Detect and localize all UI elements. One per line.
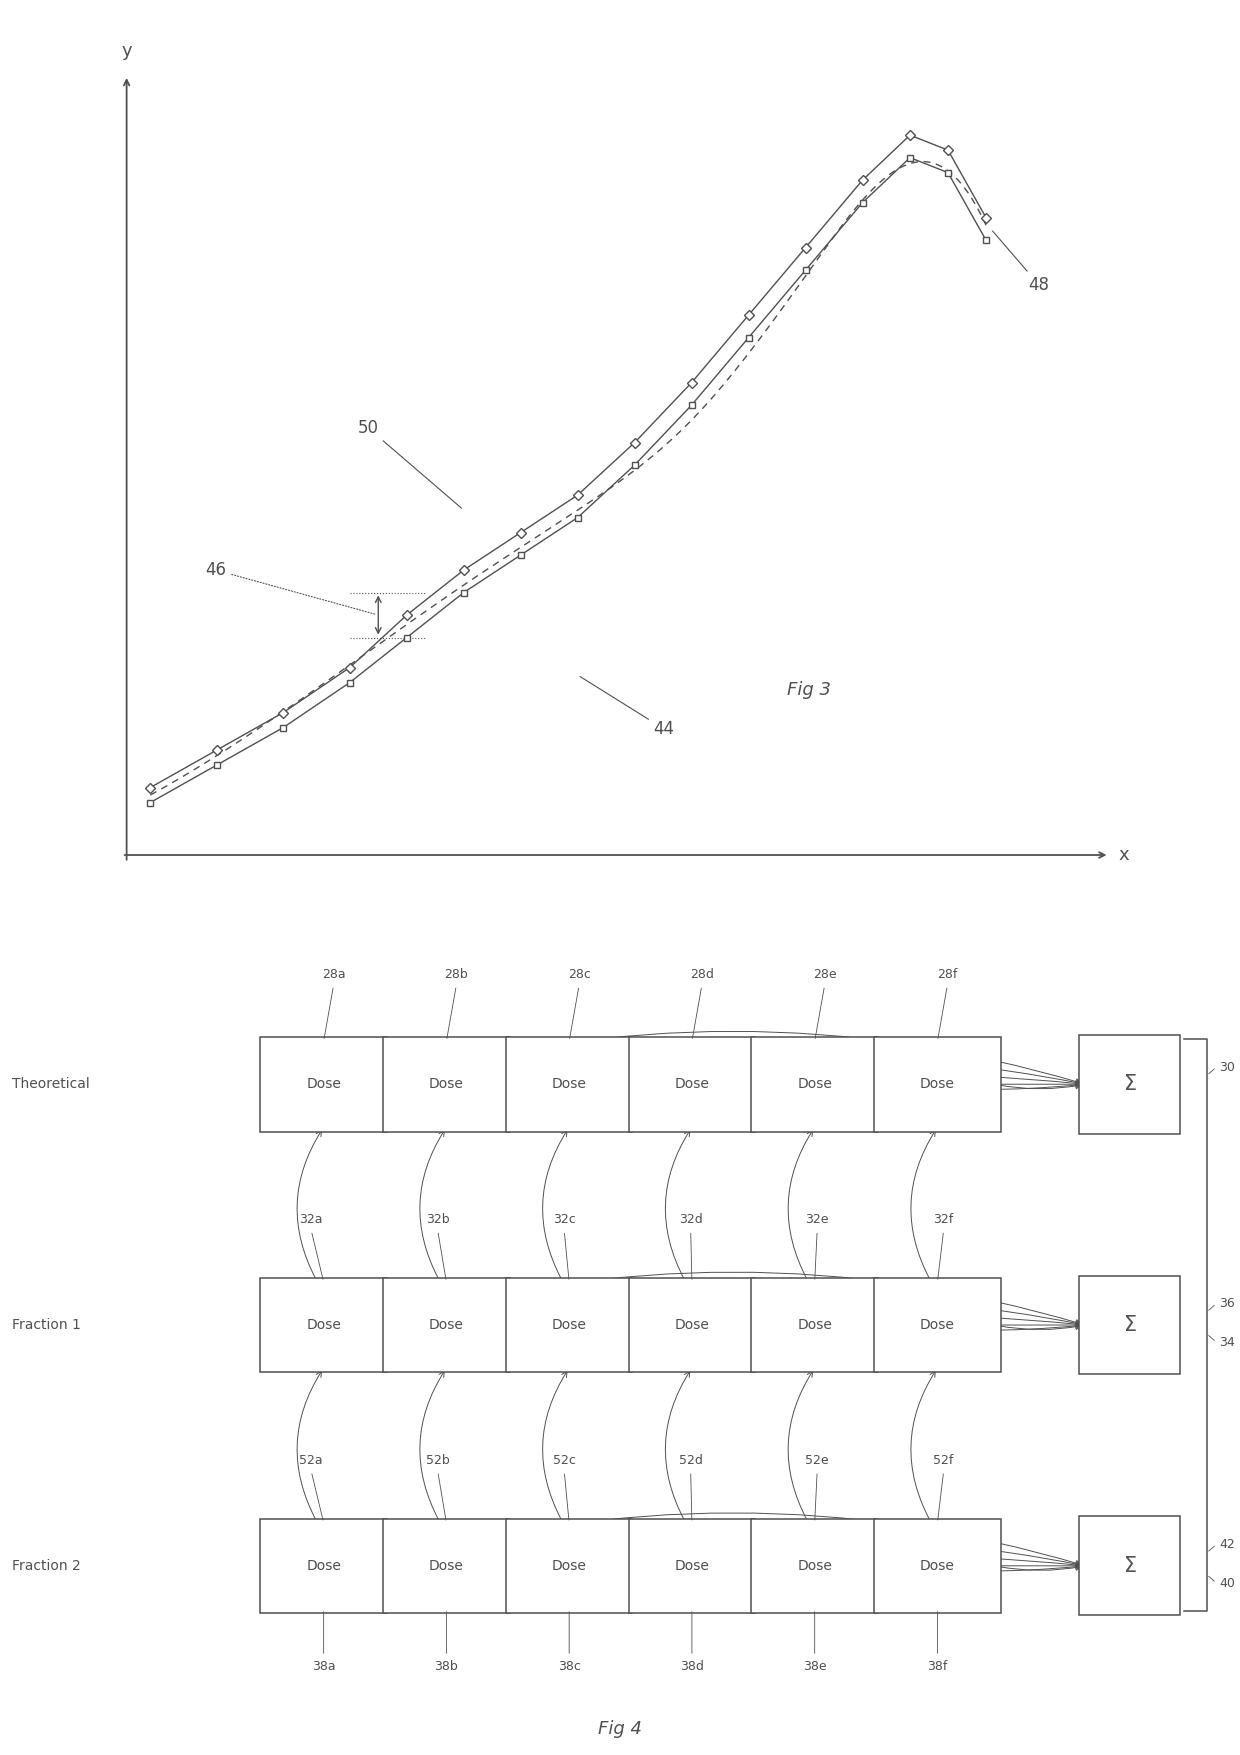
FancyBboxPatch shape [751, 1037, 878, 1132]
Text: Dose: Dose [552, 1318, 587, 1332]
Text: 52d: 52d [678, 1453, 703, 1467]
Text: Dose: Dose [429, 1558, 464, 1572]
Text: Dose: Dose [675, 1078, 709, 1092]
Text: 38e: 38e [802, 1660, 827, 1674]
Text: 38f: 38f [928, 1660, 947, 1674]
Text: Dose: Dose [797, 1318, 832, 1332]
Text: Dose: Dose [306, 1078, 341, 1092]
Text: 50: 50 [357, 419, 461, 509]
Text: Fraction 1: Fraction 1 [12, 1318, 82, 1332]
Text: 42: 42 [1219, 1537, 1235, 1551]
Text: 46: 46 [206, 562, 376, 614]
Text: 38b: 38b [434, 1660, 459, 1674]
Text: 52b: 52b [425, 1453, 450, 1467]
Text: 32c: 32c [553, 1213, 575, 1227]
Text: 52c: 52c [553, 1453, 575, 1467]
Text: 38a: 38a [311, 1660, 336, 1674]
Text: Dose: Dose [306, 1558, 341, 1572]
Text: Dose: Dose [797, 1558, 832, 1572]
FancyBboxPatch shape [506, 1278, 632, 1372]
FancyBboxPatch shape [506, 1518, 632, 1613]
Text: 36: 36 [1219, 1297, 1235, 1309]
Text: Dose: Dose [920, 1078, 955, 1092]
Text: Theoretical: Theoretical [12, 1078, 91, 1092]
Text: 44: 44 [580, 676, 675, 739]
FancyBboxPatch shape [629, 1518, 755, 1613]
Text: $\Sigma$: $\Sigma$ [1122, 1074, 1137, 1093]
Text: Fig 4: Fig 4 [598, 1720, 642, 1737]
Text: $\Sigma$: $\Sigma$ [1122, 1314, 1137, 1336]
FancyBboxPatch shape [1079, 1035, 1180, 1134]
FancyBboxPatch shape [874, 1518, 1001, 1613]
FancyBboxPatch shape [629, 1037, 755, 1132]
Text: Dose: Dose [306, 1318, 341, 1332]
FancyBboxPatch shape [1079, 1516, 1180, 1615]
Text: Dose: Dose [429, 1078, 464, 1092]
Text: 28f: 28f [937, 969, 957, 981]
FancyBboxPatch shape [260, 1278, 387, 1372]
Text: 30: 30 [1219, 1060, 1235, 1074]
Text: 32a: 32a [300, 1213, 322, 1227]
FancyBboxPatch shape [1079, 1276, 1180, 1374]
FancyBboxPatch shape [874, 1037, 1001, 1132]
Text: x: x [1118, 846, 1130, 863]
Text: 34: 34 [1219, 1336, 1235, 1350]
Text: 32e: 32e [806, 1213, 828, 1227]
Text: 32b: 32b [425, 1213, 450, 1227]
FancyBboxPatch shape [751, 1278, 878, 1372]
Text: $\Sigma$: $\Sigma$ [1122, 1557, 1137, 1576]
Text: Dose: Dose [920, 1558, 955, 1572]
FancyBboxPatch shape [751, 1518, 878, 1613]
Text: Fig 3: Fig 3 [786, 681, 831, 698]
Text: 28c: 28c [568, 969, 590, 981]
Text: Dose: Dose [675, 1318, 709, 1332]
Text: 28d: 28d [689, 969, 714, 981]
Text: 40: 40 [1219, 1576, 1235, 1590]
Text: 38c: 38c [558, 1660, 580, 1674]
Text: Dose: Dose [675, 1558, 709, 1572]
Text: Dose: Dose [797, 1078, 832, 1092]
Text: 52e: 52e [805, 1453, 830, 1467]
Text: 52f: 52f [934, 1453, 954, 1467]
Text: Dose: Dose [920, 1318, 955, 1332]
Text: 38d: 38d [680, 1660, 704, 1674]
Text: 32f: 32f [934, 1213, 954, 1227]
Text: 28a: 28a [321, 969, 346, 981]
Text: 28e: 28e [812, 969, 837, 981]
Text: 32d: 32d [678, 1213, 703, 1227]
Text: Dose: Dose [552, 1078, 587, 1092]
FancyBboxPatch shape [383, 1518, 510, 1613]
Text: 48: 48 [992, 232, 1050, 295]
Text: y: y [122, 42, 131, 60]
FancyBboxPatch shape [383, 1037, 510, 1132]
FancyBboxPatch shape [260, 1518, 387, 1613]
Text: Dose: Dose [552, 1558, 587, 1572]
FancyBboxPatch shape [874, 1278, 1001, 1372]
Text: Fraction 2: Fraction 2 [12, 1558, 81, 1572]
Text: 28b: 28b [444, 969, 469, 981]
FancyBboxPatch shape [260, 1037, 387, 1132]
FancyBboxPatch shape [629, 1278, 755, 1372]
Text: Dose: Dose [429, 1318, 464, 1332]
FancyBboxPatch shape [383, 1278, 510, 1372]
Text: 52a: 52a [299, 1453, 324, 1467]
FancyBboxPatch shape [506, 1037, 632, 1132]
